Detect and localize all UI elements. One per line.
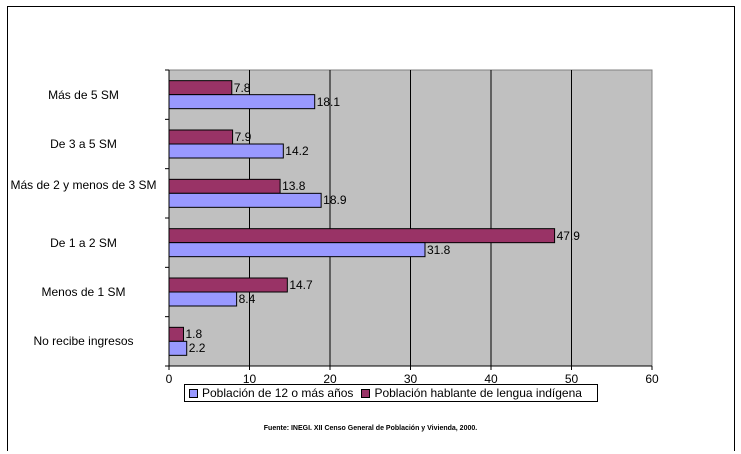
data-label: 18.1 [316,94,341,109]
legend-label-lengua-indigena: Población hablante de lengua indígena [374,386,582,400]
chart-legend: Población de 12 o más años Población hab… [184,384,598,402]
bar-lengua-indigena [168,129,234,145]
x-tick-label: 40 [484,372,498,386]
category-label: De 3 a 5 SM [50,137,117,151]
x-tick-label: 60 [645,372,659,386]
bar-lengua-indigena [168,277,288,293]
bar-lengua-indigena [168,178,281,194]
x-tick-label: 20 [323,372,337,386]
category-label: Menos de 1 SM [41,285,126,299]
bar-poblacion-12 [168,143,284,159]
category-label: Más de 2 y menos de 3 SM [10,178,157,193]
data-label: 14.2 [285,144,309,158]
data-label: 47.9 [556,228,580,243]
data-label: 2.2 [188,341,206,356]
data-label: 7.9 [234,130,252,144]
bar-lengua-indigena [168,326,184,342]
legend-item-poblacion-12: Población de 12 o más años [189,386,353,400]
source-note: Fuente: INEGI. XII Censo General de Pobl… [263,425,478,432]
bar-lengua-indigena [168,80,233,96]
bar-poblacion-12 [168,192,322,208]
data-label: 7.8 [233,80,251,95]
bar-lengua-indigena [168,228,556,244]
legend-label-poblacion-12: Población de 12 o más años [202,386,354,400]
x-tick-label: 10 [242,372,257,386]
legend-swatch-lengua-indigena [361,388,371,398]
bar-poblacion-12 [168,242,426,258]
x-tick-label: 30 [403,372,418,386]
category-label: Más de 5 SM [48,87,119,102]
bar-poblacion-12 [168,94,316,110]
data-label: 31.8 [426,242,451,257]
bar-poblacion-12 [168,291,238,307]
data-label: 13.8 [282,179,306,194]
data-label: 18.9 [323,193,347,208]
x-tick-label: 0 [165,372,173,386]
data-label: 14.7 [289,278,313,292]
bar-poblacion-12 [168,340,188,356]
category-label: No recibe ingresos [33,334,134,349]
legend-swatch-poblacion-12 [189,388,198,398]
data-label: 8.4 [238,292,256,306]
data-label: 1.8 [185,327,203,342]
legend-item-lengua-indigena: Población hablante de lengua indígena [361,386,582,400]
category-label: De 1 a 2 SM [50,235,117,250]
x-tick-label: 50 [564,372,579,386]
